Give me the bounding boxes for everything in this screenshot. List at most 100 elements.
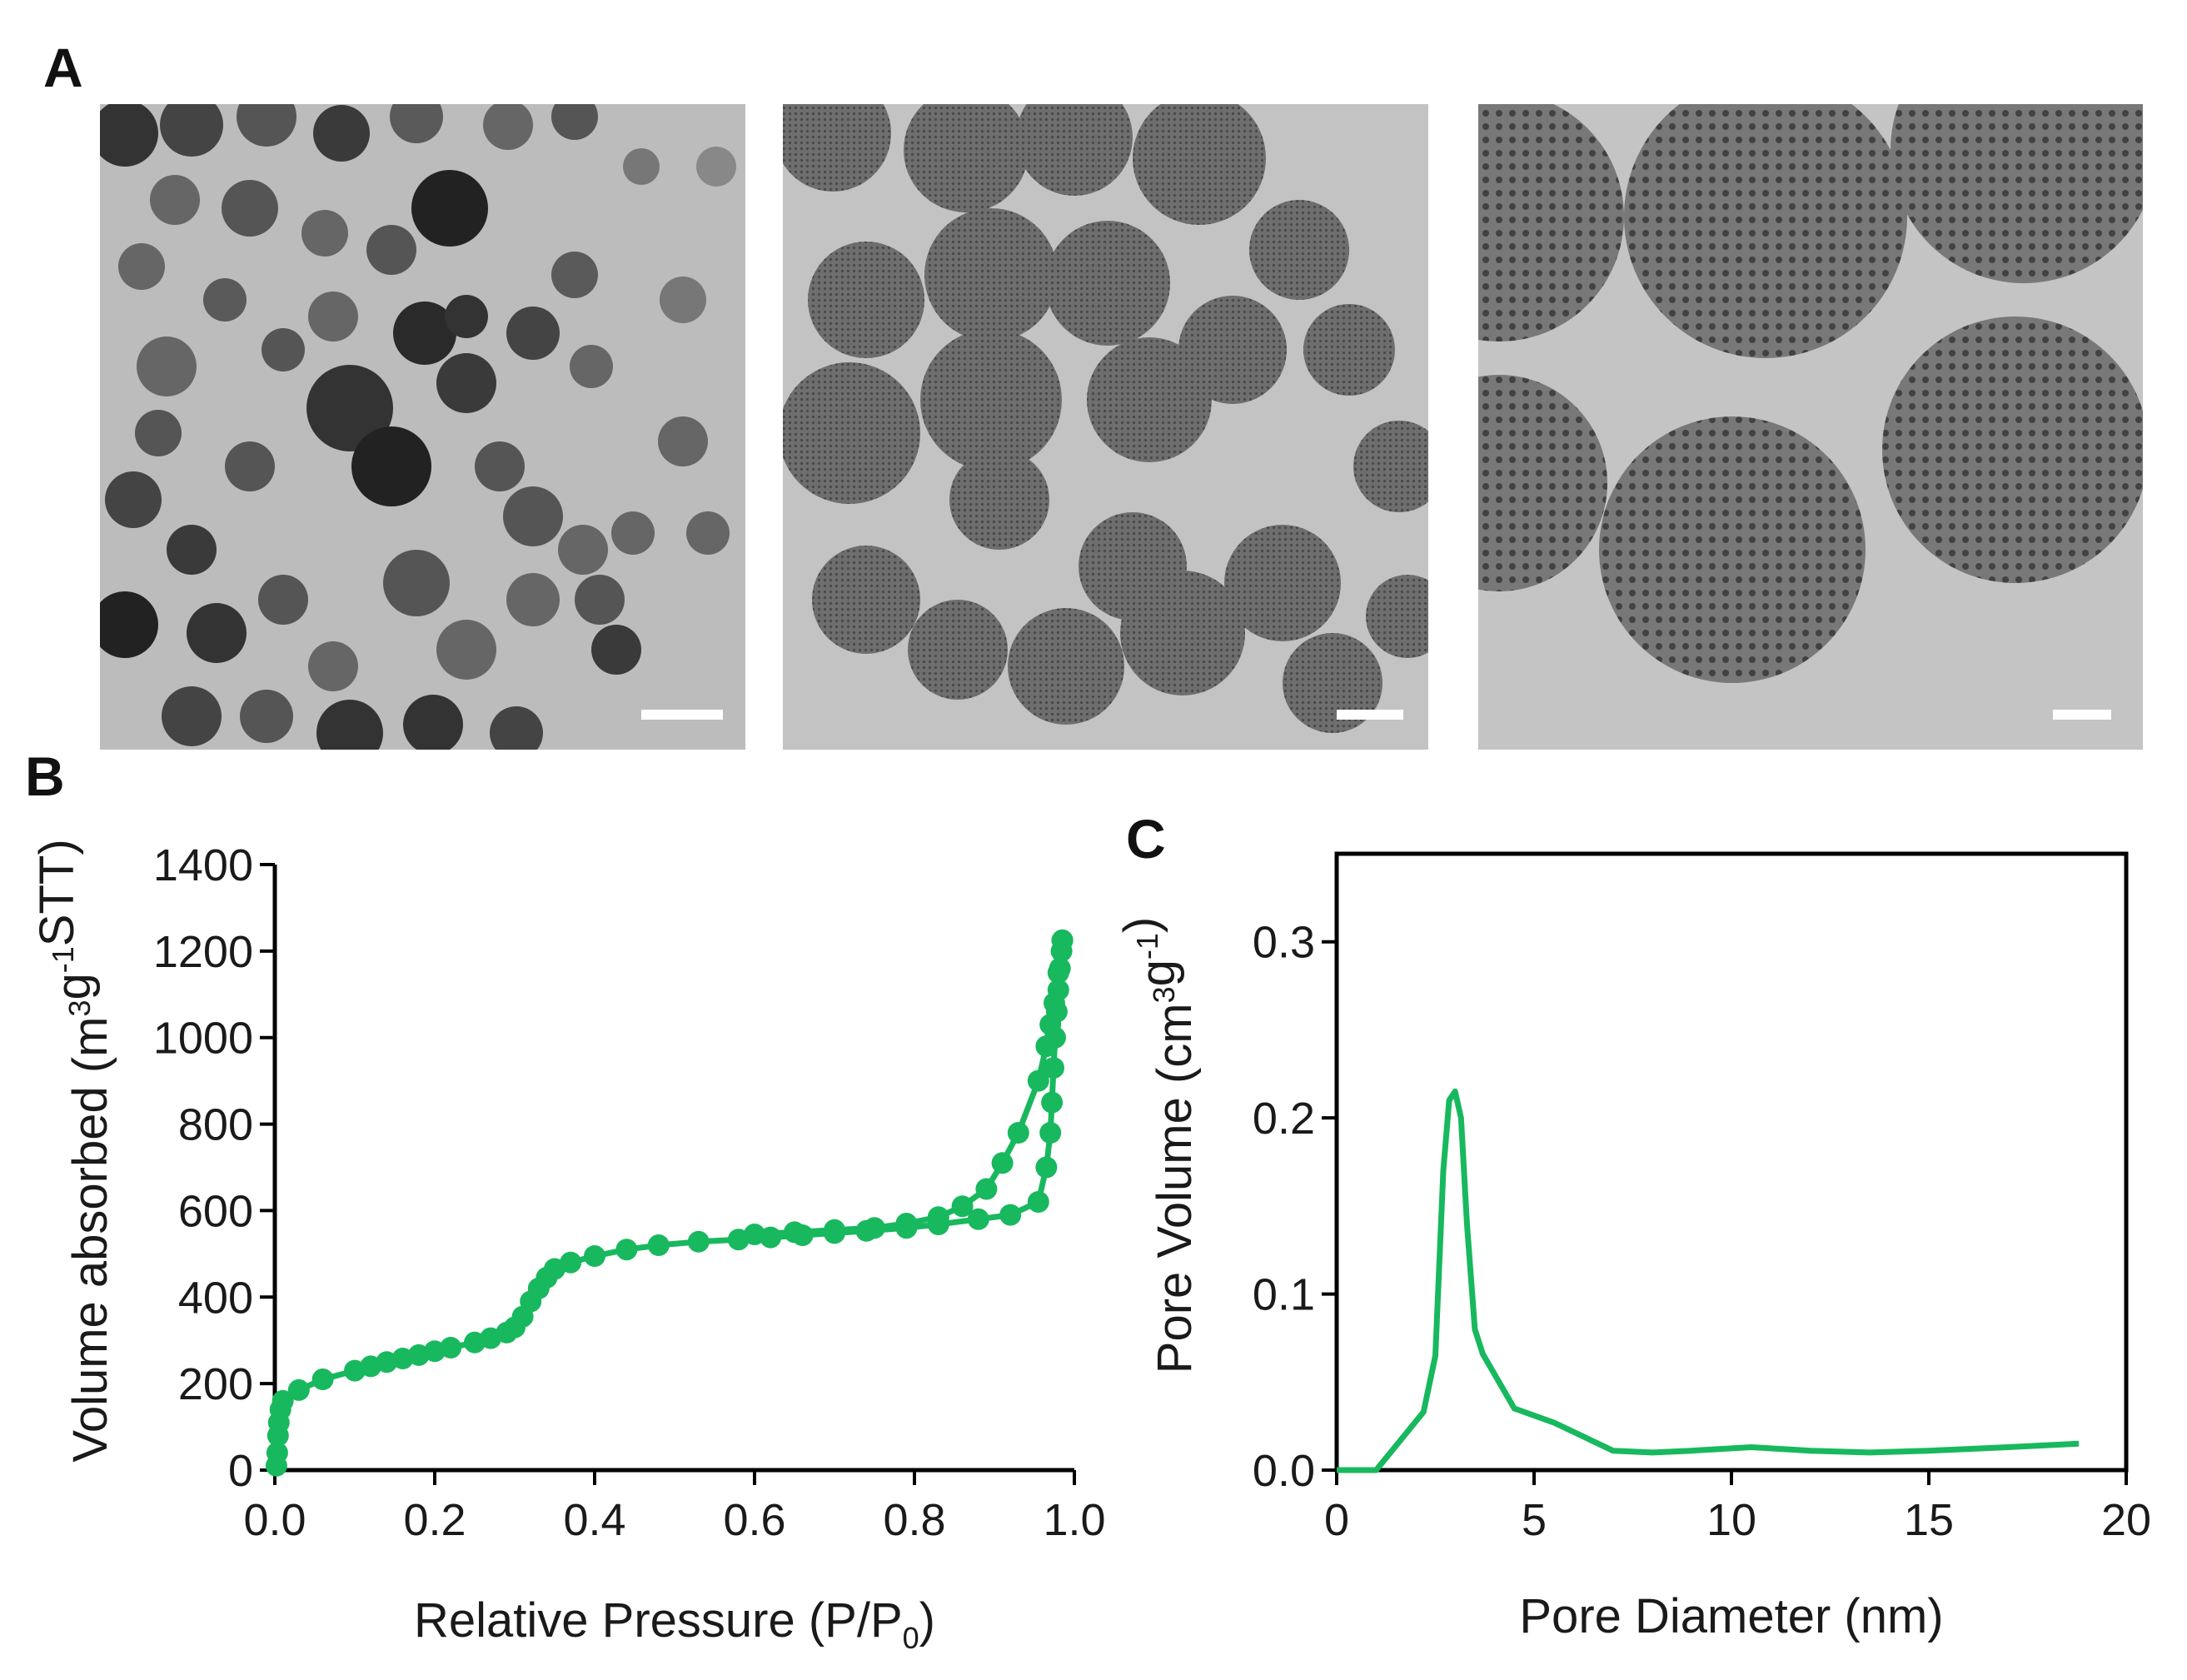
isotherm-point xyxy=(991,1152,1014,1174)
particle xyxy=(203,278,247,322)
particle xyxy=(258,575,308,625)
isotherm-series-line xyxy=(754,940,1066,1238)
y-tick-label: 0 xyxy=(228,1446,253,1496)
isotherm-point xyxy=(647,1234,670,1256)
particle xyxy=(393,302,456,365)
particle xyxy=(306,365,393,451)
particle-lattice xyxy=(1224,525,1341,641)
particle-lattice xyxy=(783,362,920,504)
particle-lattice xyxy=(1303,304,1395,396)
y-tick-label: 200 xyxy=(178,1359,253,1409)
particle-lattice xyxy=(949,450,1049,550)
y-tick-label: 0.3 xyxy=(1253,918,1315,968)
isotherm-point xyxy=(1035,1156,1058,1179)
x-tick-label: 0.0 xyxy=(243,1495,306,1545)
pore-distribution-chart: 0.0 0.1 0.2 0.3 0 5 10 15 20 Pore Diameter (nm) Po… xyxy=(1114,851,2151,1643)
isotherm-point xyxy=(266,1442,288,1464)
particle xyxy=(240,690,293,743)
particle xyxy=(445,295,488,338)
isotherm-point xyxy=(1043,1057,1064,1079)
isotherm-point xyxy=(1039,1122,1062,1144)
particle-lattice xyxy=(1366,575,1428,658)
particle-lattice xyxy=(808,242,924,358)
particle-lattice xyxy=(783,104,891,192)
isotherm-point xyxy=(1041,1091,1064,1114)
isotherm-point xyxy=(1047,961,1069,984)
particle xyxy=(351,426,431,506)
isotherm-point xyxy=(560,1251,582,1274)
y-tick-label: 600 xyxy=(178,1186,253,1236)
panel-b-letter: B xyxy=(25,745,65,807)
scale-bar-2 xyxy=(1337,710,1403,720)
isotherm-point xyxy=(1027,1191,1049,1213)
isotherm-point xyxy=(615,1239,638,1261)
particle-lattice xyxy=(1249,200,1349,300)
particle-lattice xyxy=(1599,416,1866,683)
particle xyxy=(100,104,158,167)
particle-lattice xyxy=(904,104,1029,212)
x-tick-label: 0.2 xyxy=(403,1495,466,1545)
isotherm-point xyxy=(784,1221,805,1244)
isotherm-point xyxy=(895,1213,918,1234)
particle-lattice xyxy=(1891,104,2143,283)
particle xyxy=(135,410,182,456)
isotherm-point xyxy=(864,1217,885,1239)
isotherm-point xyxy=(951,1195,974,1218)
particle xyxy=(366,225,416,275)
tem-low-magnification xyxy=(100,104,745,750)
particle-lattice xyxy=(920,329,1062,471)
particle xyxy=(225,441,275,491)
particle-lattice xyxy=(1624,104,1907,358)
particle xyxy=(558,525,608,575)
isotherm-point xyxy=(975,1178,998,1200)
particle xyxy=(390,104,443,143)
isotherm-point xyxy=(287,1378,310,1401)
isotherm-point xyxy=(687,1230,710,1253)
isotherm-point xyxy=(584,1245,605,1267)
particle-lattice xyxy=(1045,221,1170,346)
particle xyxy=(262,328,305,371)
y-tick-label: 1000 xyxy=(153,1014,253,1064)
isotherm-point xyxy=(744,1224,765,1245)
x-axis-label: Relative Pressure (P/P0) xyxy=(414,1593,935,1655)
y-tick-label: 0.2 xyxy=(1253,1094,1315,1144)
particle xyxy=(483,104,533,150)
particle xyxy=(301,210,348,257)
particle xyxy=(575,575,625,625)
particle xyxy=(150,175,200,225)
x-tick-label: 15 xyxy=(1904,1495,1954,1545)
panel-a-letter: A xyxy=(43,37,83,98)
particle xyxy=(623,148,660,185)
particle-lattice xyxy=(908,600,1008,700)
y-tick-label: 800 xyxy=(178,1100,253,1150)
tem-high-magnification xyxy=(1478,104,2143,750)
particle-lattice xyxy=(1478,375,1607,591)
particle xyxy=(313,105,370,162)
particle xyxy=(118,243,165,290)
x-tick-label: 0.4 xyxy=(563,1495,625,1545)
isotherm-point xyxy=(1044,992,1065,1014)
particle xyxy=(506,307,560,360)
particle-lattice xyxy=(1120,571,1245,695)
isotherm-point xyxy=(927,1206,949,1229)
y-axis-label: Pore Volume (cm3g-1) xyxy=(1114,917,1202,1373)
particle-lattice xyxy=(1133,104,1266,225)
particle xyxy=(660,277,706,323)
x-tick-label: 1.0 xyxy=(1043,1495,1105,1545)
particle xyxy=(611,511,655,555)
particle xyxy=(237,104,296,147)
particle-lattice xyxy=(1283,633,1382,733)
panel-c-letter: C xyxy=(1126,808,1166,870)
particle xyxy=(591,625,641,675)
particle xyxy=(308,292,358,341)
particle xyxy=(506,573,560,626)
x-tick-label: 0.6 xyxy=(723,1495,785,1545)
particle xyxy=(436,353,496,413)
particle xyxy=(137,336,197,396)
particle xyxy=(105,471,162,528)
particle xyxy=(411,170,488,247)
isotherm-point xyxy=(999,1204,1022,1226)
particle xyxy=(570,345,613,388)
isotherm-point xyxy=(967,1208,989,1230)
isotherm-point xyxy=(1027,1069,1049,1092)
